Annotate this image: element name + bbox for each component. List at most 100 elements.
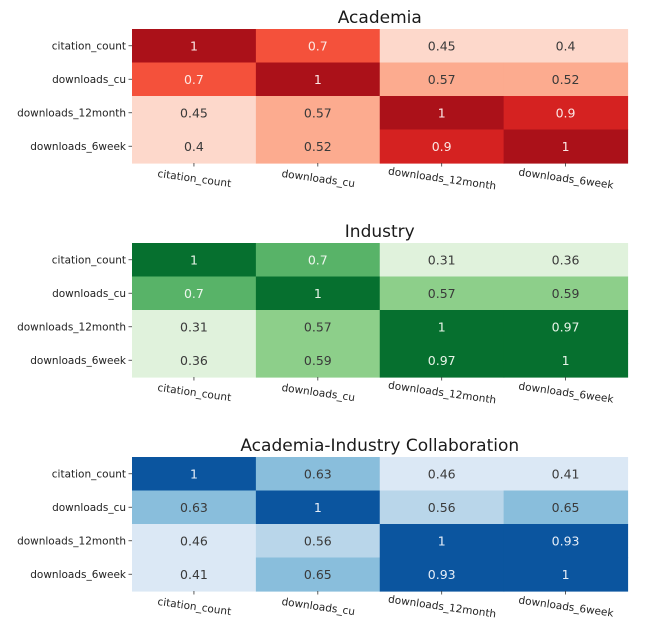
heatmap-cell xyxy=(503,524,629,559)
heatmap-panel-2: Industry 1 0.7 0.31 0.36 0.7 1 0.57 0.59 0.31 0.57… xyxy=(17,222,629,407)
heatmap-cell xyxy=(379,457,505,492)
cell-value-label: 1 xyxy=(438,533,446,548)
x-tick-label: downloads_cu xyxy=(281,596,356,618)
heatmap-cell xyxy=(379,96,505,131)
heatmap-cell xyxy=(255,29,381,64)
cell-value-label: 1 xyxy=(562,139,570,154)
cell-value-label: 0.57 xyxy=(304,105,332,120)
heatmap-cells xyxy=(132,457,629,592)
cell-value-label: 0.31 xyxy=(428,252,456,267)
chart-title: Industry xyxy=(345,222,415,242)
chart-title: Academia xyxy=(338,8,422,28)
cell-annotations: 1 0.63 0.46 0.41 0.63 1 0.56 0.65 0.46 0.56 1 0.93 0… xyxy=(180,466,579,582)
heatmap-cell xyxy=(503,310,629,345)
cell-value-label: 0.41 xyxy=(180,567,208,582)
cell-value-label: 1 xyxy=(190,252,198,267)
heatmap-cell xyxy=(255,457,381,492)
cell-value-label: 0.7 xyxy=(184,72,204,87)
heatmap-cell xyxy=(503,243,629,278)
heatmap-cell xyxy=(255,129,381,164)
cell-value-label: 0.63 xyxy=(180,500,208,515)
x-axis: citation_count downloads_cu downloads_12mo… xyxy=(157,591,615,621)
heatmap-cell xyxy=(132,96,257,131)
heatmap-cell xyxy=(379,490,505,525)
x-tick-label: downloads_6week xyxy=(518,166,615,191)
heatmap-cell xyxy=(132,310,257,345)
cell-value-label: 1 xyxy=(190,466,198,481)
heatmap-cell xyxy=(503,29,629,64)
x-axis: citation_count downloads_cu downloads_12mo… xyxy=(157,163,615,193)
heatmap-cell xyxy=(503,557,629,592)
x-tick-label: citation_count xyxy=(157,382,232,404)
cell-value-label: 0.57 xyxy=(304,319,332,334)
heatmap-cell xyxy=(379,129,505,164)
cell-value-label: 1 xyxy=(438,319,446,334)
cell-value-label: 0.31 xyxy=(180,319,208,334)
y-tick-label: citation_count xyxy=(52,469,126,481)
cell-value-label: 1 xyxy=(562,567,570,582)
x-tick-label: downloads_6week xyxy=(518,380,615,405)
heatmap-cell xyxy=(503,457,629,492)
heatmap-cell xyxy=(132,29,257,64)
cell-value-label: 0.65 xyxy=(304,567,332,582)
chart-title: Academia-Industry Collaboration xyxy=(240,436,519,456)
cell-value-label: 0.7 xyxy=(308,252,328,267)
cell-value-label: 1 xyxy=(562,353,570,368)
cell-value-label: 0.65 xyxy=(552,500,580,515)
heatmap-cell xyxy=(255,490,381,525)
x-axis: citation_count downloads_cu downloads_12mo… xyxy=(157,377,615,407)
cell-value-label: 0.9 xyxy=(556,105,576,120)
heatmap-cell xyxy=(379,243,505,278)
heatmap-cell xyxy=(132,343,257,378)
y-tick-label: citation_count xyxy=(52,255,126,267)
cell-value-label: 0.41 xyxy=(552,466,580,481)
cell-value-label: 0.59 xyxy=(552,286,580,301)
heatmap-cell xyxy=(132,557,257,592)
cell-value-label: 1 xyxy=(314,72,322,87)
heatmap-cell xyxy=(255,96,381,131)
heatmap-cells xyxy=(132,29,629,164)
heatmap-cell xyxy=(379,343,505,378)
heatmap-cell xyxy=(255,62,381,97)
y-tick-label: downloads_cu xyxy=(52,502,126,514)
cell-value-label: 0.46 xyxy=(180,533,208,548)
heatmap-cell xyxy=(132,243,257,278)
cell-value-label: 0.93 xyxy=(428,567,456,582)
y-tick-label: downloads_cu xyxy=(52,74,126,86)
y-axis: citation_count downloads_cu downloads_12mo… xyxy=(17,255,132,367)
cell-value-label: 0.63 xyxy=(304,466,332,481)
cell-value-label: 0.56 xyxy=(304,533,332,548)
cell-value-label: 0.45 xyxy=(428,38,456,53)
heatmap-cell xyxy=(503,490,629,525)
cell-value-label: 0.59 xyxy=(304,353,332,368)
heatmap-cell xyxy=(132,129,257,164)
x-tick-label: downloads_cu xyxy=(281,168,356,190)
heatmap-cell xyxy=(132,457,257,492)
heatmap-cell xyxy=(255,243,381,278)
cell-value-label: 0.7 xyxy=(308,38,328,53)
heatmap-cell xyxy=(132,62,257,97)
cell-value-label: 0.52 xyxy=(552,72,580,87)
cell-value-label: 0.45 xyxy=(180,105,208,120)
heatmap-cells xyxy=(132,243,629,378)
y-axis: citation_count downloads_cu downloads_12mo… xyxy=(17,41,132,153)
heatmap-cell xyxy=(255,310,381,345)
heatmap-cell xyxy=(379,62,505,97)
heatmap-cell xyxy=(255,343,381,378)
heatmap-cell xyxy=(503,129,629,164)
x-tick-label: downloads_12month xyxy=(387,594,497,621)
y-tick-label: downloads_12month xyxy=(17,322,126,334)
y-axis: citation_count downloads_cu downloads_12mo… xyxy=(17,469,132,581)
cell-value-label: 1 xyxy=(438,105,446,120)
cell-value-label: 0.97 xyxy=(428,353,456,368)
cell-value-label: 0.97 xyxy=(552,319,580,334)
x-tick-label: downloads_cu xyxy=(281,382,356,404)
heatmap-cell xyxy=(379,29,505,64)
heatmap-cell xyxy=(132,524,257,559)
y-tick-label: downloads_6week xyxy=(30,569,127,581)
cell-value-label: 0.4 xyxy=(184,139,204,154)
heatmap-cell xyxy=(379,557,505,592)
heatmap-cell xyxy=(255,276,381,311)
